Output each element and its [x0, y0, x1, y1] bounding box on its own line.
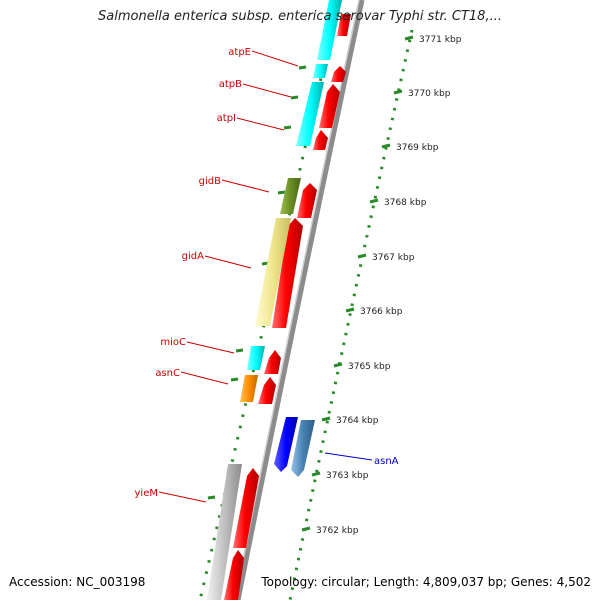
gene-label-asnC: asnC: [155, 368, 180, 379]
gene-block-gidA: [255, 218, 291, 326]
cds-arrow: [319, 84, 340, 128]
ruler-tick: [345, 307, 355, 313]
gene-block-atpE-region: [317, 0, 342, 60]
gene-label-gidA: gidA: [182, 251, 204, 262]
outer-gene-blocks: [207, 0, 342, 600]
ruler-tick: [381, 143, 391, 149]
topology-text: Topology: circular; Length: 4,809,037 bp…: [261, 575, 591, 589]
cds-arrow: [297, 183, 317, 218]
outer-ring-tick: [230, 377, 239, 382]
ruler-tick-label: 3764 kbp: [336, 416, 379, 426]
cds-arrow: [337, 14, 351, 36]
cds-arrow: [272, 218, 303, 328]
outer-ring-tick: [298, 65, 307, 70]
gene-label-yieM: yieM: [135, 488, 158, 499]
ruler-tick: [301, 526, 311, 532]
gene-label-atpI: atpI: [217, 113, 236, 124]
outer-ring-tick: [235, 348, 244, 353]
outer-ring-tick: [277, 190, 286, 195]
ruler-tick-label: 3765 kbp: [348, 362, 391, 372]
gene-label-connector: [251, 50, 299, 67]
ruler-tick-label: 3771 kbp: [419, 35, 462, 45]
gene-labels: atpE atpB atpI gidB gidA mioC asnC asnA yieM: [135, 47, 399, 503]
map-title: Salmonella enterica subsp. enterica sero…: [98, 9, 502, 24]
ruler-tick: [404, 35, 414, 41]
ruler: 3771 kbp 3770 kbp 3769 kbp 3768 kbp 3767 kbp…: [207, 35, 462, 536]
gene-block-asnA: [274, 417, 298, 472]
gene-label-connector: [158, 491, 207, 503]
inner-gene-blocks: [274, 417, 315, 477]
gene-label-connector: [204, 255, 252, 269]
cds-forward-track: [224, 14, 351, 600]
ruler-tick-label: 3770 kbp: [408, 89, 451, 99]
gene-label-connector: [221, 179, 270, 193]
gene-label-connector: [242, 83, 292, 98]
ruler-tick-label: 3762 kbp: [316, 526, 359, 536]
ruler-ring: [288, 29, 414, 601]
ruler-tick: [311, 471, 321, 477]
accession-text: Accession: NC_003198: [9, 575, 146, 589]
ruler-tick: [357, 253, 367, 259]
gene-label-connector: [236, 117, 285, 131]
ruler-tick-label: 3769 kbp: [396, 143, 439, 153]
gene-label-connector: [186, 341, 235, 354]
cds-arrow: [313, 130, 328, 150]
cds-arrow: [233, 468, 259, 548]
ruler-tick-label: 3768 kbp: [384, 198, 427, 208]
ruler-tick-label: 3766 kbp: [360, 307, 403, 317]
cds-arrow: [258, 377, 276, 404]
cds-arrow: [264, 350, 281, 374]
gene-block-asnA-cds: [291, 420, 315, 477]
gene-block-gidB: [280, 178, 301, 214]
gene-label-mioC: mioC: [160, 337, 186, 348]
gene-label-atpB: atpB: [219, 79, 242, 90]
cds-arrow: [224, 550, 244, 600]
gene-label-connector: [324, 452, 373, 461]
gene-label-gidB: gidB: [199, 176, 221, 187]
gene-block-asnC: [240, 375, 258, 402]
outer-feature-ring: [198, 0, 341, 601]
ruler-tick: [321, 416, 331, 422]
gene-label-asnA: asnA: [374, 456, 399, 467]
gene-label-connector: [180, 371, 229, 385]
gene-block-atpI: [296, 82, 324, 146]
ruler-tick: [333, 362, 343, 368]
gene-block-mioC: [247, 346, 265, 370]
outer-ring-tick: [290, 95, 299, 100]
gene-block-yieM: [207, 464, 242, 600]
gene-block-atpB: [313, 64, 328, 78]
cds-arrow: [331, 66, 346, 82]
gene-label-atpE: atpE: [228, 47, 251, 58]
ruler-tick-label: 3767 kbp: [372, 253, 415, 263]
ruler-tick-label: 3763 kbp: [326, 471, 369, 481]
backbone-track: [235, 0, 365, 601]
outer-ring-tick: [283, 125, 292, 130]
outer-ring-tick: [207, 495, 216, 500]
ruler-tick: [393, 89, 403, 95]
ruler-tick: [369, 198, 379, 204]
